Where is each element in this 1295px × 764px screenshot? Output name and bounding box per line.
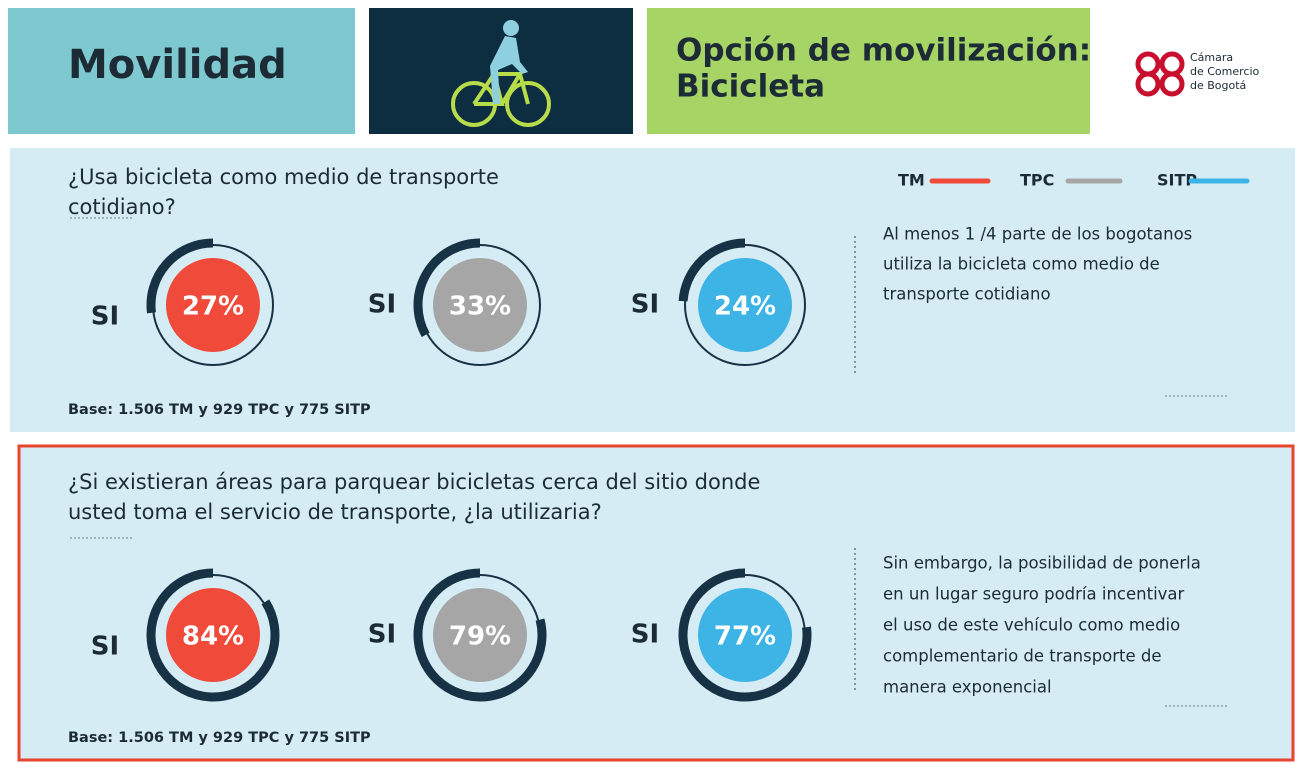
note: el uso de este vehículo como medio: [883, 616, 1180, 635]
base-note: Base: 1.506 TM y 929 TPC y 775 SITP: [68, 730, 371, 746]
progress-arc: [678, 568, 812, 702]
legend-label: TM: [898, 171, 925, 190]
note: utiliza la bicicleta como medio de: [883, 255, 1160, 274]
option-box: [647, 8, 1090, 134]
progress-arc: [146, 568, 280, 702]
value-label: 27%: [182, 292, 244, 322]
note: en un lugar seguro podría incentivar: [883, 585, 1185, 604]
value-label: 77%: [714, 622, 776, 652]
title-box: [8, 8, 355, 134]
logo-text: de Bogotá: [1190, 79, 1246, 92]
legend-label: SITP: [1157, 171, 1197, 190]
rider: [490, 20, 528, 104]
value-disc: [698, 258, 792, 352]
logo-text: Cámara: [1190, 51, 1233, 64]
value-disc: [166, 258, 260, 352]
progress-arc: [146, 238, 214, 314]
value-disc: [433, 588, 527, 682]
value-label: 24%: [714, 292, 776, 322]
logo-mark: [1135, 51, 1185, 97]
legend-label: TPC: [1020, 171, 1054, 190]
note: transporte cotidiano: [883, 285, 1051, 304]
value-disc: [433, 258, 527, 352]
note: manera exponencial: [883, 678, 1052, 697]
value-label: 84%: [182, 622, 244, 652]
progress-arc: [413, 238, 481, 338]
note: complementario de transporte de: [883, 647, 1162, 666]
question: ¿Usa bicicleta como medio de transporte: [68, 165, 499, 189]
note: Al menos 1 /4 parte de los bogotanos: [883, 225, 1192, 244]
question: ¿Si existieran áreas para parquear bicic…: [68, 470, 760, 494]
option-line: Bicicleta: [676, 69, 825, 105]
si-label: SI: [631, 290, 659, 320]
logo-text: de Comercio: [1190, 65, 1260, 78]
value-disc: [698, 588, 792, 682]
value-label: 33%: [449, 292, 511, 322]
value-disc: [166, 588, 260, 682]
si-label: SI: [91, 302, 119, 332]
question: cotidiano?: [68, 195, 176, 219]
si-label: SI: [91, 632, 119, 662]
icon-box: [369, 8, 633, 134]
value-label: 79%: [449, 622, 511, 652]
question: usted toma el servicio de transporte, ¿l…: [68, 500, 602, 524]
progress-arc: [678, 238, 746, 302]
base-note: Base: 1.506 TM y 929 TPC y 775 SITP: [68, 402, 371, 418]
title: Movilidad: [68, 42, 287, 88]
si-label: SI: [368, 620, 396, 650]
note: Sin embargo, la posibilidad de ponerla: [883, 554, 1201, 573]
option-line: Opción de movilización:: [676, 33, 1091, 69]
si-label: SI: [368, 290, 396, 320]
si-label: SI: [631, 620, 659, 650]
progress-arc: [413, 568, 547, 702]
